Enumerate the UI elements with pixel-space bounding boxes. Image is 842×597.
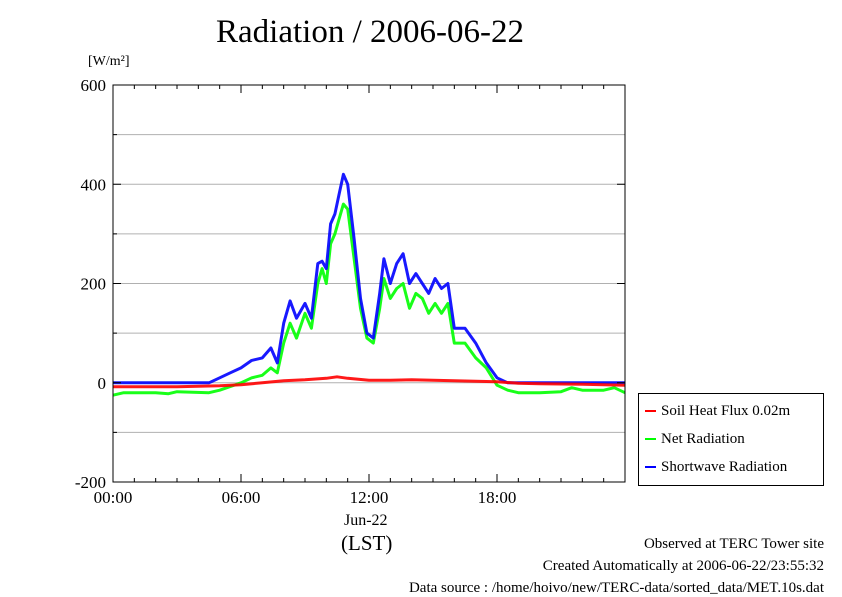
series-layer [112,172,626,397]
y-tick-label: 400 [81,175,107,194]
chart-title: Radiation / 2006-06-22 [216,14,524,50]
legend: Soil Heat Flux 0.02m Net Radiation Short… [638,393,824,486]
legend-swatch-soil-heat-flux [645,410,656,412]
axis-ticks: -200 0 200 400 600 00:00 06:00 12:00 18:00 [75,76,625,507]
legend-swatch-net-radiation [645,438,656,440]
legend-label-soil-heat-flux: Soil Heat Flux 0.02m [661,402,791,419]
y-tick-label: 600 [81,76,107,95]
x-axis-date-label: Jun-22 [344,512,388,529]
note-created: Created Automatically at 2006-06-22/23:5… [542,558,824,574]
x-tick-label: 18:00 [478,488,517,507]
x-tick-label: 06:00 [222,488,261,507]
x-axis-timezone-label: (LST) [341,531,393,555]
x-tick-label: 00:00 [94,488,133,507]
y-tick-label: 0 [98,374,107,393]
legend-item-net-radiation: Net Radiation [645,429,745,449]
note-source: Data source : /home/hoivo/new/TERC-data/… [408,580,824,596]
legend-item-soil-heat-flux: Soil Heat Flux 0.02m [645,401,790,421]
legend-swatch-shortwave-radiation [645,466,656,468]
series-line-shortwave-radiation [113,172,625,385]
note-site: Observed at TERC Tower site [643,536,824,552]
legend-label-net-radiation: Net Radiation [661,430,745,447]
series-line-soil-heat-flux-0-02m [113,375,626,389]
y-tick-label: 200 [81,275,107,294]
x-tick-label: 12:00 [350,488,389,507]
legend-label-shortwave-radiation: Shortwave Radiation [661,458,788,475]
series-line-net-radiation [112,202,626,397]
y-tick-label: -200 [75,473,106,492]
legend-item-shortwave-radiation: Shortwave Radiation [645,457,787,477]
y-axis-unit: [W/m²] [88,54,130,69]
